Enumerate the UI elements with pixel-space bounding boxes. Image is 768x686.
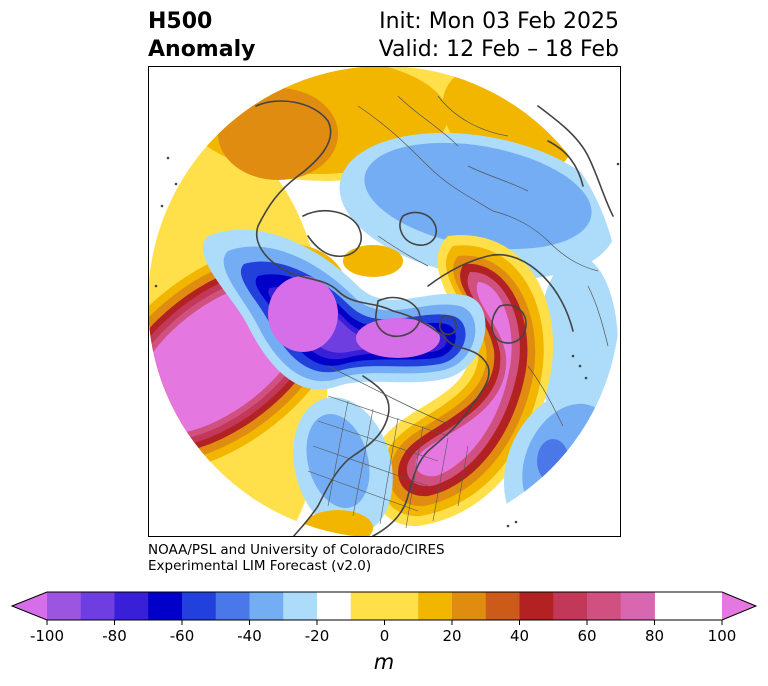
colorbar-cell <box>553 592 588 620</box>
colorbar-cell <box>80 592 115 620</box>
colorbar-cell <box>47 592 82 620</box>
colorbar-tick-label: 60 <box>577 627 596 645</box>
colorbar-tick-label: 20 <box>442 627 461 645</box>
colorbar-tick-label: -80 <box>102 627 127 645</box>
colorbar-tick-label: -40 <box>237 627 262 645</box>
colorbar-tick-label: -60 <box>170 627 195 645</box>
map-title: H500 Anomaly <box>148 8 255 64</box>
title-variable-line1: H500 <box>148 9 213 34</box>
colorbar-cell <box>114 592 149 620</box>
forecast-dates: Init: Mon 03 Feb 2025 Valid: 12 Feb – 18… <box>379 8 619 64</box>
coastlines <box>255 100 614 537</box>
colorbar-cell <box>317 592 352 620</box>
colorbar-tick-label: 80 <box>645 627 664 645</box>
colorbar-cell <box>519 592 554 620</box>
anomaly-field <box>148 66 620 537</box>
colorbar-cell <box>452 592 487 620</box>
colorbar-ticks: -100 -80 -60 -40 -20 0 20 40 60 80 100 <box>30 620 736 645</box>
colorbar-over-arrow <box>722 592 756 620</box>
colorbar-tick-label: 40 <box>510 627 529 645</box>
colorbar-unit-label: m <box>374 650 394 674</box>
credit-line1: NOAA/PSL and University of Colorado/CIRE… <box>148 542 445 558</box>
valid-date-range: Valid: 12 Feb – 18 Feb <box>378 37 619 62</box>
data-credit: NOAA/PSL and University of Colorado/CIRE… <box>148 542 445 574</box>
colorbar-under-arrow <box>12 592 47 620</box>
colorbar-cell <box>215 592 250 620</box>
colorbar-cell <box>148 592 183 620</box>
init-date: Init: Mon 03 Feb 2025 <box>379 9 619 34</box>
colorbar-tick-label: 100 <box>708 627 737 645</box>
credit-line2: Experimental LIM Forecast (v2.0) <box>148 558 372 574</box>
colorbar: -100 -80 -60 -40 -20 0 20 40 60 80 100 m <box>10 591 758 674</box>
colorbar-tick-label: 0 <box>380 627 390 645</box>
colorbar-tick-label: -20 <box>305 627 330 645</box>
colorbar-cell <box>418 592 453 620</box>
anomaly-canada-greenland-trough <box>202 229 486 390</box>
us-state-borders <box>307 395 469 529</box>
anomaly-alaska-ridge <box>343 245 403 277</box>
anomaly-south-edge <box>303 510 373 537</box>
title-variable-line2: Anomaly <box>148 37 256 62</box>
colorbar-cell <box>350 592 419 620</box>
colorbar-cell <box>620 592 655 620</box>
colorbar-cells <box>10 591 758 621</box>
colorbar-cell <box>182 592 217 620</box>
anomaly-map <box>148 66 621 537</box>
country-borders <box>327 95 609 427</box>
map-frame <box>148 66 621 537</box>
colorbar-cell <box>283 592 318 620</box>
colorbar-cell <box>485 592 520 620</box>
islands <box>154 156 620 528</box>
anomaly-arctic-trough <box>339 132 618 436</box>
colorbar-tick-label: -100 <box>30 627 64 645</box>
colorbar-cell <box>249 592 284 620</box>
colorbar-cell <box>587 592 622 620</box>
